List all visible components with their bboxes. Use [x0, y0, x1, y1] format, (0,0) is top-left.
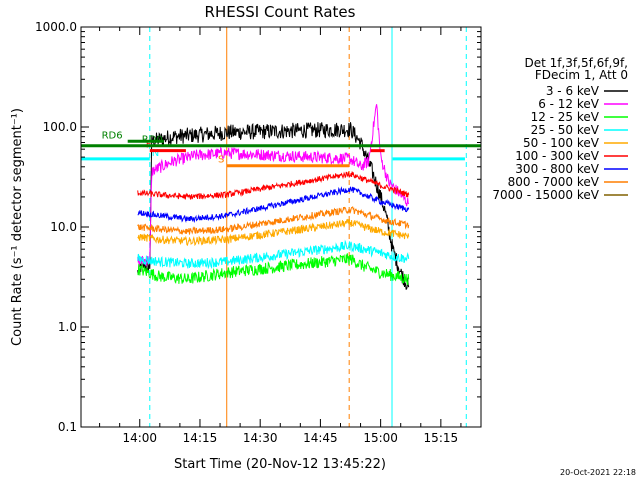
legend-label-6: 300 - 800 keV — [515, 162, 599, 176]
series-line-2 — [137, 253, 410, 286]
y-axis-label: Count Rate (s⁻¹ detector segment⁻¹) — [10, 108, 25, 346]
x-tick-label-3: 14:45 — [303, 431, 338, 445]
series-line-1 — [137, 104, 410, 267]
timestamp: 20-Oct-2021 22:18 — [560, 468, 636, 477]
flag-label-6: RD6 — [102, 130, 123, 141]
legend-label-5: 100 - 300 keV — [515, 149, 599, 163]
legend-label-1: 6 - 12 keV — [538, 97, 600, 111]
legend-header-line-1: Det 1f,3f,5f,6f,9f, — [524, 56, 628, 70]
y-tick-label-4: 1000.0 — [35, 20, 77, 34]
legend-label-4: 50 - 100 keV — [523, 136, 600, 150]
series-line-4 — [137, 218, 410, 247]
y-tick-label-0: 0.1 — [58, 420, 77, 434]
legend-label-0: 3 - 6 keV — [546, 84, 600, 98]
chart-title: RHESSI Count Rates — [205, 3, 356, 21]
x-tick-label-5: 15:15 — [424, 431, 459, 445]
y-tick-label-3: 100.0 — [43, 120, 77, 134]
flag-label-0: N — [152, 148, 159, 159]
series-line-7 — [137, 206, 410, 235]
x-tick-label-2: 14:30 — [243, 431, 278, 445]
y-tick-label-2: 10.0 — [50, 220, 77, 234]
series-line-6 — [137, 186, 410, 224]
series-line-0 — [137, 122, 410, 290]
x-axis-label: Start Time (20-Nov-12 13:45:22) — [174, 457, 386, 472]
plot-area: NSFRD0RD6 — [80, 27, 481, 427]
legend-label-7: 800 - 7000 keV — [508, 175, 600, 189]
x-tick-label-1: 14:15 — [183, 431, 218, 445]
x-tick-label-0: 14:00 — [122, 431, 157, 445]
axes: 0.1 1.0 10.0 100.0 1000.0 14:00 14:15 14:30 14:4… — [35, 20, 482, 445]
y-tick-label-1: 1.0 — [58, 320, 77, 334]
series-line-5 — [137, 170, 410, 200]
legend-label-3: 25 - 50 keV — [531, 123, 600, 137]
series-line-3 — [137, 239, 410, 270]
legend-header-line-2: FDecim 1, Att 0 — [535, 68, 628, 82]
legend-label-8: 7000 - 15000 keV — [492, 188, 599, 202]
legend-label-2: 12 - 25 keV — [531, 110, 600, 124]
x-tick-label-4: 15:00 — [363, 431, 398, 445]
flag-label-2: S — [218, 155, 224, 166]
